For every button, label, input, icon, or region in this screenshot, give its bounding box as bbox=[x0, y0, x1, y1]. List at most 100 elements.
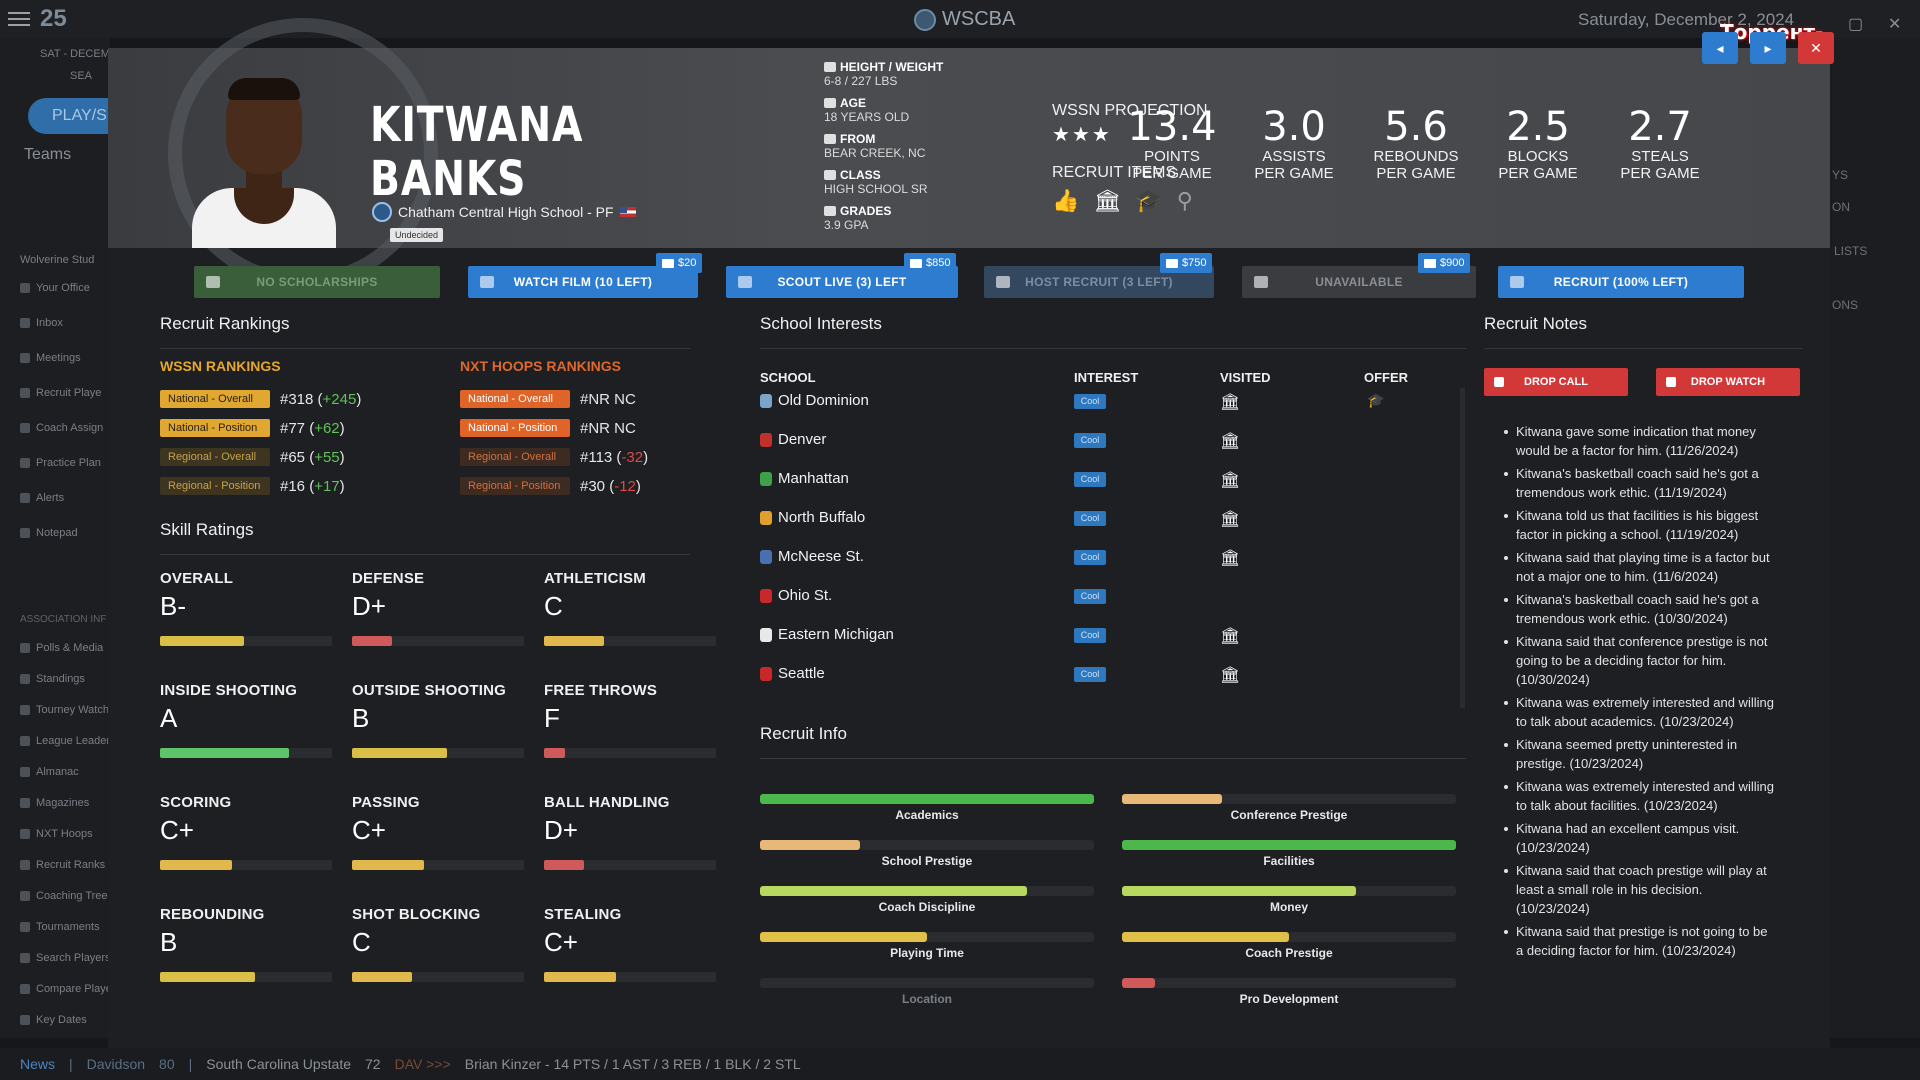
sidebar-item[interactable]: Coach Assign bbox=[20, 422, 103, 434]
recruit-button[interactable]: RECRUIT (100% LEFT) bbox=[1498, 266, 1744, 298]
skill-name: OVERALL bbox=[160, 570, 234, 587]
school-row[interactable]: McNeese St. Cool 🏛 bbox=[760, 546, 1320, 570]
sidebar-assoc-item[interactable]: Key Dates bbox=[20, 1014, 87, 1026]
skill-name: STEALING bbox=[544, 906, 622, 923]
sidebar-icon bbox=[20, 860, 30, 870]
graduation-cap-icon[interactable]: 🎓 bbox=[1135, 188, 1163, 213]
rank-value: #NR NC bbox=[580, 420, 636, 437]
next-player-button[interactable]: ▸ bbox=[1750, 32, 1786, 64]
visited-icon: 🏛 bbox=[1220, 550, 1241, 567]
sidebar-assoc-item[interactable]: League Leader bbox=[20, 735, 110, 747]
rank-value: #77 (+62) bbox=[280, 419, 345, 437]
sidebar-item[interactable]: Your Office bbox=[20, 282, 90, 294]
col-school: SCHOOL bbox=[760, 370, 816, 385]
sidebar-item[interactable]: Meetings bbox=[20, 352, 81, 364]
info-bar bbox=[760, 932, 1094, 942]
info-bar bbox=[760, 978, 1094, 988]
school-building-icon[interactable]: 🏛 bbox=[1093, 188, 1122, 213]
sidebar-icon bbox=[20, 798, 30, 808]
skill-grade: B- bbox=[160, 591, 186, 621]
rank-row: Regional - Position #30 (-12) bbox=[460, 477, 641, 495]
skill-grade: C bbox=[544, 591, 563, 621]
sidebar-item-label: Coach Assign bbox=[36, 422, 104, 434]
sidebar-item[interactable]: Notepad bbox=[20, 527, 78, 539]
close-window-icon[interactable]: ✕ bbox=[1888, 16, 1902, 33]
recruit-info-item: Money bbox=[1122, 886, 1456, 914]
school-name: North Buffalo bbox=[778, 509, 866, 526]
sidebar-assoc-item[interactable]: Polls & Media bbox=[20, 642, 103, 654]
sidebar-search[interactable]: SEA bbox=[70, 70, 93, 82]
rank-number: #77 bbox=[280, 419, 306, 437]
interests-scrollbar[interactable] bbox=[1460, 388, 1465, 708]
menu-icon[interactable] bbox=[8, 8, 30, 28]
scout-live-cost: $850 bbox=[904, 253, 957, 273]
current-date: Saturday, December 2, 2024 bbox=[1578, 10, 1795, 29]
player-bio: HEIGHT / WEIGHT 6-8 / 227 LBS AGE 18 YEARS … bbox=[824, 60, 943, 240]
school-row[interactable]: Eastern Michigan Cool 🏛 bbox=[760, 624, 1320, 648]
stat-block: 5.6 REBOUNDS PER GAME bbox=[1366, 106, 1466, 182]
sidebar-item[interactable]: Inbox bbox=[20, 317, 63, 329]
interests-title: School Interests bbox=[760, 314, 882, 333]
sidebar-assoc-item[interactable]: Tournaments bbox=[20, 921, 100, 933]
sidebar-item-label: Recruit Ranks bbox=[36, 859, 106, 871]
info-label: School Prestige bbox=[881, 854, 973, 868]
school-row[interactable]: Ohio St. Cool bbox=[760, 585, 1320, 609]
star-rating: ★★★ bbox=[1052, 124, 1112, 146]
minimize-icon[interactable]: ▢ bbox=[1848, 16, 1864, 33]
sidebar-assoc-item[interactable]: Search Players bbox=[20, 952, 111, 964]
bio-value: 6-8 / 227 LBS bbox=[824, 74, 898, 88]
bio-label-text: CLASS bbox=[840, 168, 881, 182]
sidebar-assoc-item[interactable]: Almanac bbox=[20, 766, 79, 778]
bio-label: GRADES bbox=[824, 204, 943, 218]
drop-watch-button[interactable]: DROP WATCH bbox=[1656, 368, 1800, 396]
skill-rating: INSIDE SHOOTING A bbox=[160, 682, 332, 758]
stat-value: 5.6 bbox=[1384, 104, 1448, 150]
ticker-news-label[interactable]: News bbox=[20, 1056, 56, 1072]
sidebar-item-label: Almanac bbox=[36, 766, 79, 778]
basketball-icon bbox=[914, 8, 936, 31]
sidebar-assoc-item[interactable]: Magazines bbox=[20, 797, 89, 809]
skill-name: DEFENSE bbox=[352, 570, 425, 587]
school-row[interactable]: North Buffalo Cool 🏛 bbox=[760, 507, 1320, 531]
interest-badge: Cool bbox=[1074, 550, 1106, 565]
info-label: Location bbox=[902, 992, 952, 1006]
school-row[interactable]: Seattle Cool 🏛 bbox=[760, 663, 1320, 687]
drop-call-button[interactable]: DROP CALL bbox=[1484, 368, 1628, 396]
sidebar-item[interactable]: Practice Plan bbox=[20, 457, 101, 469]
sidebar-assoc-item[interactable]: Coaching Trees bbox=[20, 890, 113, 902]
sidebar-assoc-item[interactable]: Compare Playe bbox=[20, 983, 112, 995]
sidebar-assoc-item[interactable]: NXT Hoops bbox=[20, 828, 93, 840]
bg-text: ON bbox=[1832, 200, 1850, 214]
skill-bar bbox=[544, 636, 716, 646]
money-icon bbox=[910, 258, 922, 268]
player-header: KITWANA BANKS Chatham Central High Schoo… bbox=[108, 18, 1834, 288]
note-item: Kitwana told us that facilities is his b… bbox=[1502, 506, 1778, 544]
recruit-info-item: Coach Prestige bbox=[1122, 932, 1456, 960]
plane-icon bbox=[738, 276, 752, 288]
prev-player-button[interactable]: ◂ bbox=[1702, 32, 1738, 64]
close-modal-button[interactable]: ✕ bbox=[1798, 32, 1834, 64]
rank-label: Regional - Position bbox=[160, 477, 270, 495]
school-row[interactable]: Manhattan Cool 🏛 bbox=[760, 468, 1320, 492]
info-bar-fill bbox=[1122, 932, 1289, 942]
sidebar-item[interactable]: Alerts bbox=[20, 492, 64, 504]
skill-bar bbox=[352, 748, 524, 758]
rank-label: Regional - Overall bbox=[160, 448, 270, 466]
no-scholarships-button[interactable]: NO SCHOLARSHIPS bbox=[194, 266, 440, 298]
sidebar-item[interactable]: Recruit Playe bbox=[20, 387, 101, 399]
sidebar-assoc-item[interactable]: Standings bbox=[20, 673, 85, 685]
route-icon[interactable]: ⚲ bbox=[1176, 188, 1193, 213]
note-item: Kitwana seemed pretty uninterested in pr… bbox=[1502, 735, 1778, 773]
school-row[interactable]: Denver Cool 🏛 bbox=[760, 429, 1320, 453]
sidebar-icon bbox=[20, 953, 30, 963]
recruit-profile-modal: KITWANA BANKS Chatham Central High Schoo… bbox=[108, 18, 1834, 1048]
stat-value: 2.5 bbox=[1506, 104, 1570, 150]
info-bar bbox=[1122, 932, 1456, 942]
stat-value: 13.4 bbox=[1127, 104, 1217, 150]
sidebar-item-teams[interactable]: Teams bbox=[24, 146, 72, 163]
sidebar-assoc-item[interactable]: Tourney Watch bbox=[20, 704, 109, 716]
sidebar-assoc-item[interactable]: Recruit Ranks bbox=[20, 859, 105, 871]
thumbs-up-icon[interactable]: 👍 bbox=[1052, 188, 1080, 213]
school-row[interactable]: Old Dominion Cool 🏛 🎓 bbox=[760, 390, 1384, 414]
bio-row: GRADES 3.9 GPA bbox=[824, 204, 943, 232]
